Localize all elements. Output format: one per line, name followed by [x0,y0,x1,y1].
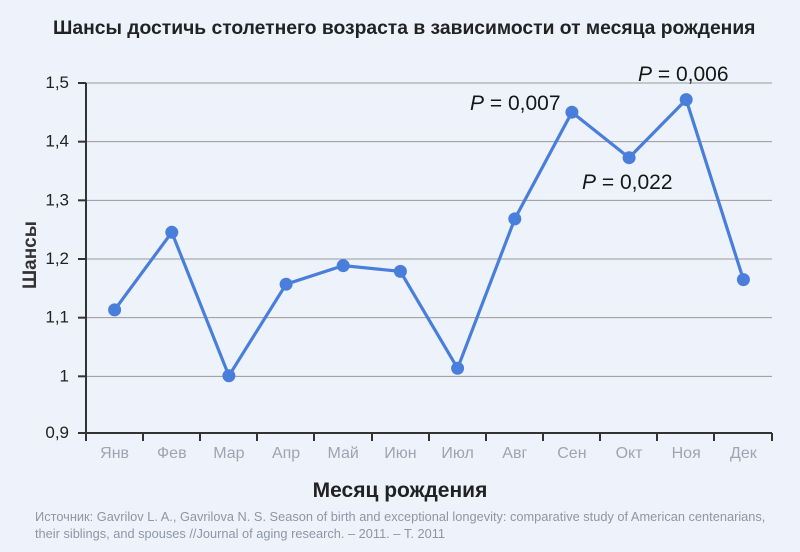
svg-text:Июн: Июн [384,445,416,462]
svg-text:Дек: Дек [730,445,758,462]
svg-text:Апр: Апр [272,445,300,462]
svg-text:Май: Май [328,445,359,462]
svg-text:Янв: Янв [100,445,129,462]
svg-text:P = 0,006: P = 0,006 [638,63,729,86]
svg-text:Июл: Июл [441,445,473,462]
svg-text:Фев: Фев [157,445,187,462]
svg-text:1,3: 1,3 [45,190,69,209]
svg-text:Окт: Окт [616,445,644,462]
svg-text:P = 0,007: P = 0,007 [470,92,561,115]
svg-text:Ноя: Ноя [672,445,701,462]
svg-text:1,4: 1,4 [45,132,69,151]
svg-text:0,9: 0,9 [45,423,69,442]
svg-text:P = 0,022: P = 0,022 [582,171,673,194]
svg-text:1: 1 [60,366,69,385]
svg-text:1,5: 1,5 [45,73,69,92]
svg-text:1,2: 1,2 [45,249,69,268]
svg-text:Мар: Мар [213,445,244,462]
svg-text:Сен: Сен [557,445,586,462]
svg-text:1,1: 1,1 [45,308,69,327]
svg-text:Авг: Авг [502,445,527,462]
